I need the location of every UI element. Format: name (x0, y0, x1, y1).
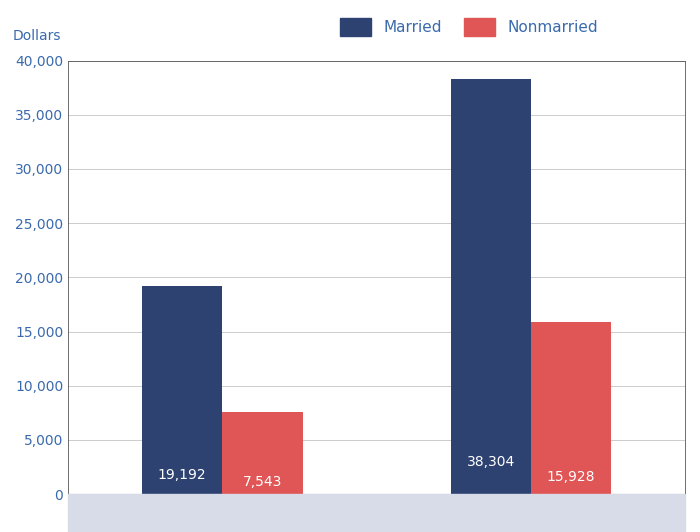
Text: 19,192: 19,192 (158, 468, 206, 481)
Bar (531, 321, 611, 494)
Text: 15,928: 15,928 (547, 470, 595, 484)
Bar (223, 412, 302, 494)
Bar (451, 79, 531, 494)
Text: 7,543: 7,543 (243, 475, 282, 489)
Text: Dollars: Dollars (13, 29, 61, 43)
Text: 38,304: 38,304 (467, 455, 514, 469)
Legend: Married, Nonmarried: Married, Nonmarried (334, 12, 604, 42)
Bar (142, 286, 223, 494)
